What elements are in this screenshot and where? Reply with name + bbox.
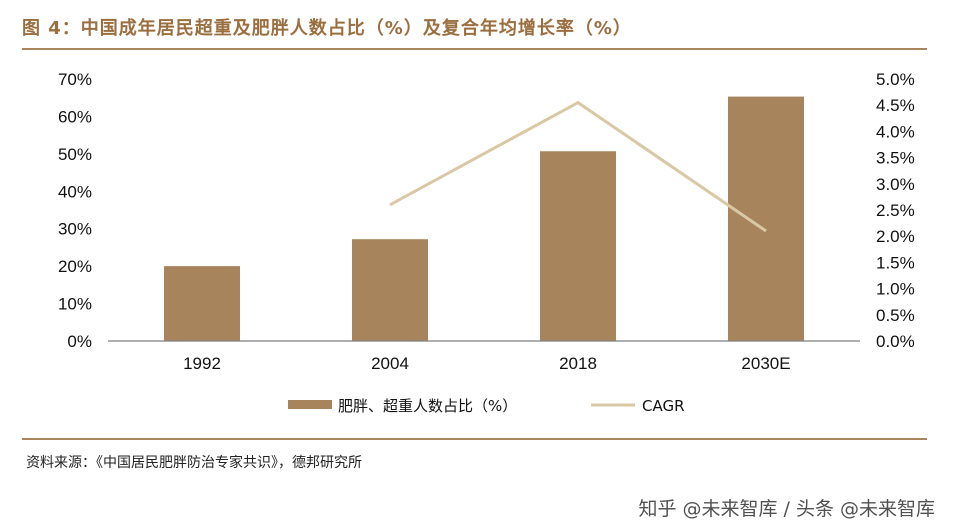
line-series bbox=[389, 100, 767, 233]
left-tick-label: 20% bbox=[58, 257, 92, 276]
left-tick-label: 10% bbox=[58, 295, 92, 314]
x-tick-label: 2030E bbox=[741, 354, 790, 373]
right-tick-label: 3.0% bbox=[876, 175, 915, 194]
right-tick-label: 2.5% bbox=[876, 201, 915, 220]
right-tick-label: 0.5% bbox=[876, 306, 915, 325]
legend-line-label: CAGR bbox=[642, 397, 685, 415]
bar bbox=[164, 266, 240, 341]
right-tick-label: 1.0% bbox=[876, 280, 915, 299]
bar-series bbox=[164, 96, 804, 341]
right-tick-label: 2.0% bbox=[876, 227, 915, 246]
right-tick-label: 0.0% bbox=[876, 332, 915, 351]
left-tick-label: 0% bbox=[67, 332, 92, 351]
x-tick-label: 1992 bbox=[183, 354, 221, 373]
source-note: 资料来源：《中国居民肥胖防治专家共识》，德邦研究所 bbox=[26, 455, 362, 471]
legend-bar-label: 肥胖、超重人数占比（%） bbox=[338, 397, 517, 415]
left-axis-ticks: 0% 10% 20% 30% 40% 50% 60% 70% bbox=[58, 70, 92, 351]
left-tick-label: 70% bbox=[58, 70, 92, 89]
left-tick-label: 30% bbox=[58, 220, 92, 239]
watermark: 知乎 @未来智库 / 头条 @未来智库 bbox=[638, 498, 935, 520]
bar bbox=[540, 151, 616, 341]
bar bbox=[352, 239, 428, 341]
right-tick-label: 1.5% bbox=[876, 253, 915, 272]
figure-title: 图 4：中国成年居民超重及肥胖人数占比（%）及复合年均增长率（%） bbox=[22, 18, 632, 39]
x-axis-labels: 1992 2004 2018 2030E bbox=[183, 354, 791, 373]
legend: 肥胖、超重人数占比（%） CAGR bbox=[288, 397, 685, 415]
source-divider bbox=[22, 438, 927, 440]
right-tick-label: 4.5% bbox=[876, 96, 915, 115]
right-tick-label: 3.5% bbox=[876, 149, 915, 168]
left-tick-label: 40% bbox=[58, 182, 92, 201]
right-axis-ticks: 0.0% 0.5% 1.0% 1.5% 2.0% 2.5% 3.0% 3.5% 4.0% 4.5%… bbox=[876, 70, 915, 351]
title-divider bbox=[22, 48, 927, 50]
bar bbox=[728, 96, 804, 341]
x-tick-label: 2018 bbox=[559, 354, 597, 373]
right-tick-label: 4.0% bbox=[876, 122, 915, 141]
left-tick-label: 50% bbox=[58, 145, 92, 164]
right-tick-label: 5.0% bbox=[876, 70, 915, 89]
x-tick-label: 2004 bbox=[371, 354, 409, 373]
legend-bar-swatch bbox=[288, 400, 332, 409]
left-tick-label: 60% bbox=[58, 107, 92, 126]
